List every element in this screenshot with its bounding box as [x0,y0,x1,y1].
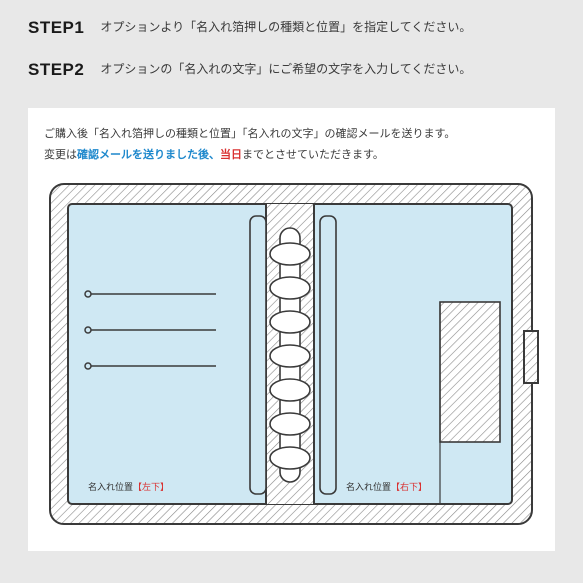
info-line-2-hl1: 確認メールを送りました後、 [77,149,220,161]
step-2-label: STEP2 [28,60,84,80]
binder-svg: 名入れ位置【左下】 名入れ位置【右下】 [44,176,539,546]
info-line-1: ご購入後「名入れ箔押しの種類と位置」「名入れの文字」の確認メールを送ります。 [44,124,539,145]
step-2-row: STEP2 オプションの「名入れの文字」にご希望の文字を入力してください。 [28,60,555,80]
pos-left-label: 名入れ位置【左下】 [88,481,169,492]
step-2-text: オプションの「名入れの文字」にご希望の文字を入力してください。 [100,60,471,79]
page-container: STEP1 オプションより「名入れ箔押しの種類と位置」を指定してください。 ST… [0,0,583,551]
info-line-2-post: までとさせていただきます。 [242,149,384,161]
step-1-text: オプションより「名入れ箔押しの種類と位置」を指定してください。 [100,18,471,37]
step-1-row: STEP1 オプションより「名入れ箔押しの種類と位置」を指定してください。 [28,18,555,38]
pos-right-label: 名入れ位置【右下】 [346,481,427,492]
info-line-2: 変更は確認メールを送りました後、当日までとさせていただきます。 [44,145,539,166]
info-line-2-pre: 変更は [44,149,77,161]
binder-diagram: 名入れ位置【左下】 名入れ位置【右下】 [44,176,539,551]
info-line-2-hl2: 当日 [220,149,242,161]
step-1-label: STEP1 [28,18,84,38]
info-section: ご購入後「名入れ箔押しの種類と位置」「名入れの文字」の確認メールを送ります。 変… [28,108,555,551]
